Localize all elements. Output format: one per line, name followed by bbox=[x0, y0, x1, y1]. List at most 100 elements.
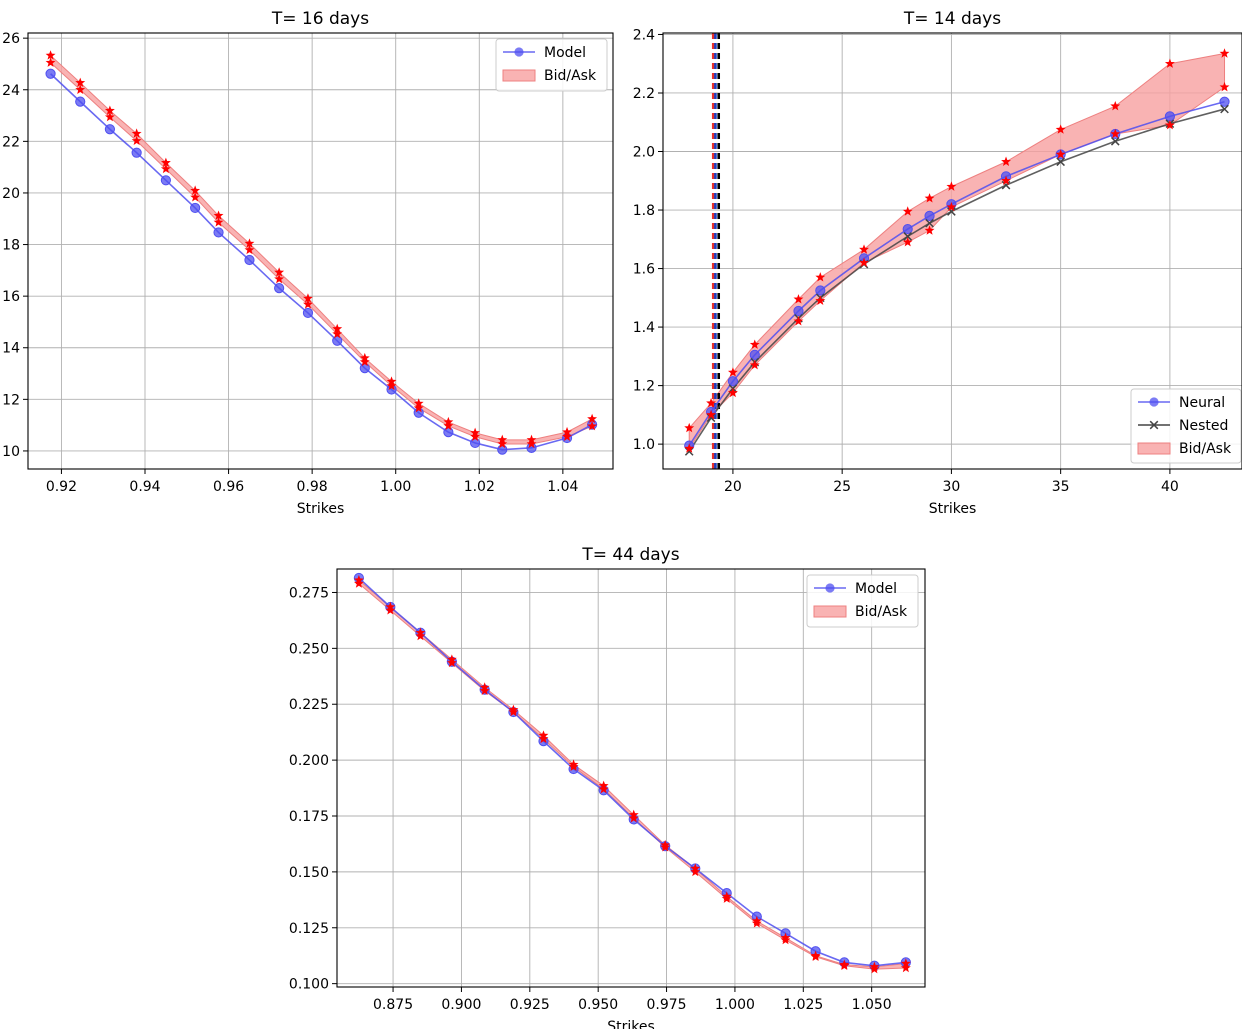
ask-star bbox=[706, 397, 717, 408]
bid-star bbox=[213, 217, 224, 227]
ask-star bbox=[104, 105, 115, 115]
ask-star bbox=[839, 959, 850, 969]
legend-swatch-marker bbox=[1149, 420, 1159, 430]
x-tick-label: 1.025 bbox=[783, 997, 823, 1013]
data-point-nested bbox=[1001, 180, 1011, 190]
ask-star bbox=[815, 272, 826, 282]
x-tick-label: 1.04 bbox=[547, 479, 578, 495]
data-point-nested bbox=[706, 413, 716, 423]
legend: Model Bid/Ask bbox=[806, 574, 919, 628]
bid-star bbox=[587, 420, 598, 431]
legend-label: Bid/Ask bbox=[544, 68, 597, 84]
data-point-model bbox=[131, 147, 142, 158]
x-tick-label: 30 bbox=[942, 479, 960, 495]
ask-star bbox=[562, 426, 572, 437]
bid-star bbox=[526, 438, 537, 449]
x-tick-label: 0.900 bbox=[441, 997, 481, 1013]
bid-star bbox=[946, 201, 957, 212]
ask-star bbox=[902, 206, 913, 216]
y-tick-label: 0.275 bbox=[289, 585, 329, 601]
plot-area bbox=[45, 50, 598, 455]
y-tick-label: 10 bbox=[2, 444, 20, 460]
x-tick-label: 0.925 bbox=[510, 997, 550, 1013]
ask-star bbox=[303, 293, 313, 303]
data-point-nested bbox=[925, 218, 934, 228]
bid-star bbox=[1219, 81, 1230, 92]
y-tick-label: 2.4 bbox=[633, 27, 655, 43]
x-tick-label: 0.94 bbox=[129, 479, 160, 495]
bid-star bbox=[104, 111, 115, 122]
bid-star bbox=[1055, 149, 1066, 159]
ask-star bbox=[1055, 124, 1066, 134]
ask-star bbox=[568, 759, 579, 769]
bid-star bbox=[413, 402, 424, 413]
ask-star bbox=[413, 398, 424, 408]
ask-star bbox=[131, 128, 142, 138]
ask-star bbox=[470, 427, 481, 438]
legend-swatch-bidask bbox=[502, 69, 536, 82]
ask-star bbox=[946, 181, 957, 191]
x-tick-label: 1.02 bbox=[464, 479, 495, 495]
x-tick-label: 35 bbox=[1052, 479, 1070, 495]
ask-star bbox=[526, 434, 537, 445]
ask-star bbox=[274, 267, 285, 277]
ask-star bbox=[660, 839, 671, 850]
ask-star bbox=[332, 323, 343, 334]
x-tick-label: 0.975 bbox=[647, 997, 687, 1013]
bid-star bbox=[815, 295, 826, 305]
x-tick-label: 0.875 bbox=[373, 997, 413, 1013]
panel-t14: 20 25 30 35 40 1.0 1.2 1.4 1.6 1.8 2.0 2.2 2.4 T= 14 … bbox=[633, 9, 1242, 517]
x-tick-label: 20 bbox=[724, 479, 742, 495]
legend-label: Model bbox=[855, 581, 897, 597]
ask-star bbox=[1001, 156, 1011, 166]
bid-star bbox=[727, 387, 738, 398]
data-point-model bbox=[274, 283, 285, 294]
y-tick-label: 1.6 bbox=[633, 262, 655, 278]
legend-swatch-bidask bbox=[1137, 442, 1171, 455]
y-tick-label: 1.2 bbox=[633, 379, 655, 395]
ask-star bbox=[751, 915, 762, 926]
data-point-model bbox=[359, 363, 370, 374]
bid-star bbox=[1110, 128, 1121, 139]
data-point-nested bbox=[947, 207, 956, 216]
ask-star bbox=[628, 809, 639, 820]
ask-star bbox=[446, 654, 457, 664]
bid-star bbox=[274, 273, 285, 284]
data-point-neural bbox=[924, 210, 935, 221]
y-tick-label: 0.225 bbox=[289, 697, 329, 713]
legend-label: Model bbox=[544, 45, 586, 61]
ask-star bbox=[859, 244, 869, 254]
bid-star bbox=[244, 244, 255, 255]
y-tick-label: 0.200 bbox=[289, 753, 329, 769]
data-point-model bbox=[160, 175, 171, 186]
data-point-neural bbox=[815, 285, 826, 296]
data-point-model bbox=[75, 96, 86, 107]
data-point-neural bbox=[793, 305, 804, 317]
x-tick-label: 0.950 bbox=[578, 997, 618, 1013]
ask-star bbox=[598, 780, 609, 791]
ask-star bbox=[190, 185, 201, 195]
y-tick-label: 1.4 bbox=[633, 320, 655, 336]
legend-swatch-marker bbox=[514, 47, 524, 57]
ask-star bbox=[415, 627, 426, 637]
bid-star bbox=[190, 192, 201, 202]
bid-star bbox=[443, 420, 454, 431]
x-tick-label: 0.92 bbox=[46, 479, 77, 495]
bid-star bbox=[538, 733, 549, 744]
bid-star bbox=[562, 431, 572, 441]
legend-swatch-marker bbox=[825, 583, 835, 593]
axes-frame bbox=[27, 32, 614, 470]
bid-star bbox=[160, 163, 171, 174]
data-point-model bbox=[45, 68, 56, 79]
data-point-model bbox=[332, 335, 343, 346]
bid-star bbox=[924, 225, 935, 235]
data-point-model bbox=[302, 307, 314, 319]
y-tick-label: 0.125 bbox=[289, 921, 329, 937]
x-tick-label: 0.98 bbox=[297, 479, 328, 495]
legend-label: Neural bbox=[1179, 395, 1225, 411]
x-axis-label: Strikes bbox=[297, 501, 345, 517]
bid-star bbox=[446, 657, 457, 668]
chart-title: T= 16 days bbox=[271, 9, 369, 29]
data-point-neural bbox=[1219, 96, 1230, 107]
plot-area bbox=[684, 33, 1230, 469]
